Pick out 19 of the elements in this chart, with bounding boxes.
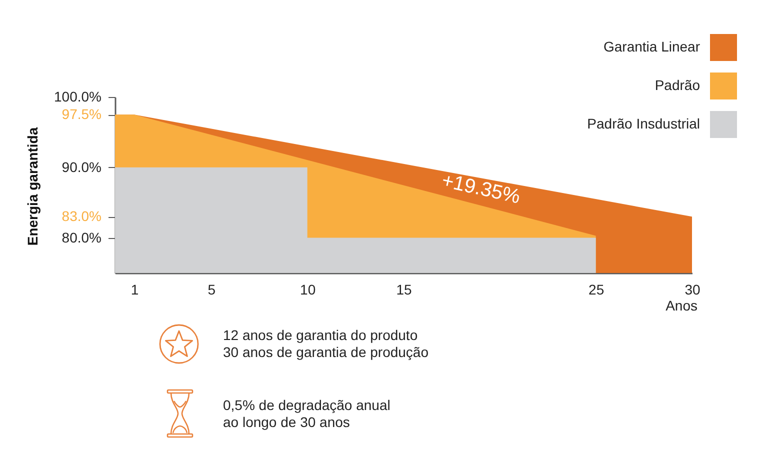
legend-label: Garantia Linear	[603, 38, 700, 54]
y-axis-title: Energia garantida	[24, 127, 40, 246]
y-tick-label: 83.0%	[62, 208, 102, 224]
y-tick-label: 90.0%	[62, 158, 102, 175]
annotation: +19.35%	[440, 170, 522, 208]
y-tick-label: 100.0%	[54, 88, 102, 104]
x-tick-label: 5	[208, 282, 216, 298]
x-tick-label: 30	[684, 282, 700, 298]
x-tick-label: 10	[300, 282, 316, 298]
text: 0,5% de degradação anual ao longo de 30 anos	[223, 396, 390, 430]
y-tick-label: 80.0%	[62, 229, 102, 246]
text: 12 anos de garantia do produto 30 anos de garantia de produção	[223, 326, 428, 360]
y-tick-label: 97.5%	[62, 106, 102, 122]
legend-label: Padrão	[654, 77, 700, 93]
x-tick-label: 1	[130, 282, 139, 298]
legend-label: Padrão Insdustrial	[587, 116, 700, 132]
x-axis-title: Anos	[666, 298, 698, 314]
x-tick-label: 25	[588, 282, 604, 298]
x-tick-label: 15	[396, 282, 412, 298]
